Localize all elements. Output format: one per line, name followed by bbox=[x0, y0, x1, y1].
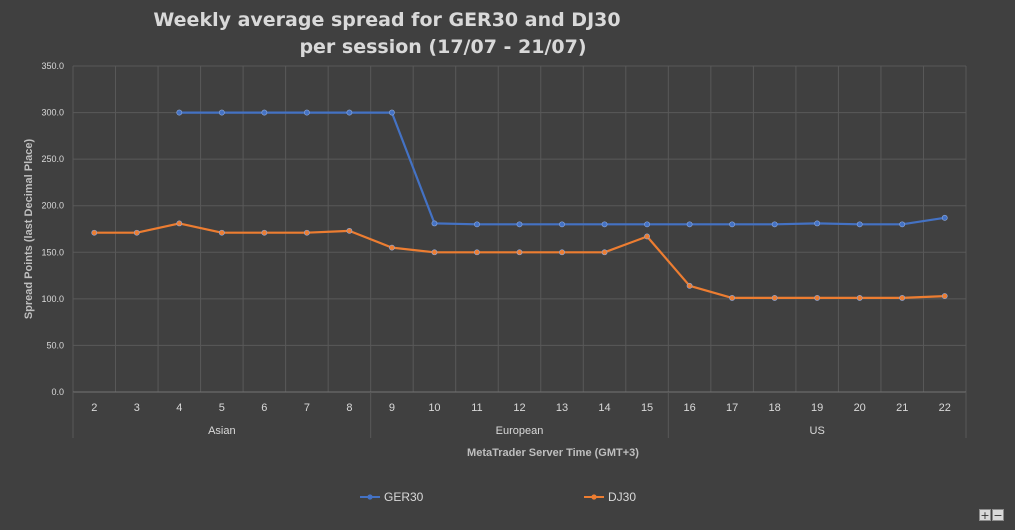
legend-label-dj30: DJ30 bbox=[608, 490, 636, 504]
data-point-dj30 bbox=[771, 295, 778, 301]
x-tick-label: 14 bbox=[598, 402, 610, 414]
data-point-ger30 bbox=[218, 109, 225, 116]
x-tick-label: 4 bbox=[176, 402, 182, 414]
data-point-dj30 bbox=[559, 249, 565, 256]
data-point-dj30 bbox=[261, 229, 268, 236]
data-point-ger30 bbox=[346, 109, 353, 116]
data-point-dj30 bbox=[644, 233, 650, 240]
x-tick-label: 17 bbox=[726, 402, 738, 414]
data-point-ger30 bbox=[601, 221, 608, 228]
zoom-in-button[interactable]: + bbox=[979, 509, 991, 522]
x-tick-label: 19 bbox=[811, 402, 823, 414]
y-axis-title: Spread Points (last Decimal Place) bbox=[23, 138, 35, 319]
zoom-controls: + − bbox=[979, 509, 1004, 521]
y-tick-label: 350.0 bbox=[41, 61, 64, 71]
legend-label-ger30: GER30 bbox=[384, 490, 424, 504]
data-point-ger30 bbox=[899, 221, 906, 228]
x-tick-label: 5 bbox=[219, 402, 225, 414]
x-tick-label: 16 bbox=[683, 402, 695, 414]
data-point-ger30 bbox=[261, 109, 268, 116]
x-tick-label: 13 bbox=[556, 402, 568, 414]
x-tick-label: 8 bbox=[346, 402, 352, 414]
chart-title-line: Weekly average spread for GER30 and DJ30 bbox=[153, 9, 620, 31]
data-point-ger30 bbox=[559, 221, 565, 228]
x-tick-label: 18 bbox=[769, 402, 781, 414]
data-point-dj30 bbox=[729, 295, 736, 301]
data-point-dj30 bbox=[516, 249, 523, 256]
session-label: European bbox=[496, 425, 544, 437]
data-point-dj30 bbox=[389, 244, 395, 251]
y-tick-label: 0.0 bbox=[51, 387, 64, 397]
x-axis-title: MetaTrader Server Time (GMT+3) bbox=[467, 447, 639, 459]
data-point-dj30 bbox=[814, 295, 821, 301]
x-tick-label: 20 bbox=[854, 402, 866, 414]
data-point-ger30 bbox=[856, 221, 863, 228]
data-point-dj30 bbox=[941, 293, 948, 299]
session-label: Asian bbox=[208, 425, 236, 437]
x-tick-label: 15 bbox=[641, 402, 653, 414]
data-point-dj30 bbox=[303, 229, 310, 236]
x-tick-label: 7 bbox=[304, 402, 310, 414]
data-point-ger30 bbox=[431, 220, 438, 227]
y-tick-label: 50.0 bbox=[46, 340, 64, 350]
y-tick-label: 100.0 bbox=[41, 294, 64, 304]
x-tick-label: 10 bbox=[428, 402, 440, 414]
y-tick-label: 300.0 bbox=[41, 108, 64, 118]
x-tick-label: 2 bbox=[91, 402, 97, 414]
data-point-ger30 bbox=[474, 221, 480, 228]
data-point-dj30 bbox=[91, 229, 98, 236]
series-line-ger30 bbox=[179, 111, 945, 226]
zoom-out-button[interactable]: − bbox=[992, 509, 1004, 522]
data-point-ger30 bbox=[516, 221, 523, 228]
x-tick-label: 22 bbox=[939, 402, 951, 414]
x-tick-label: 11 bbox=[471, 402, 482, 414]
data-point-dj30 bbox=[176, 220, 183, 227]
data-point-dj30 bbox=[686, 282, 693, 289]
data-point-ger30 bbox=[644, 221, 650, 228]
data-point-ger30 bbox=[771, 221, 778, 228]
data-point-ger30 bbox=[176, 109, 183, 116]
data-point-dj30 bbox=[218, 229, 225, 236]
data-point-dj30 bbox=[856, 295, 863, 301]
data-point-dj30 bbox=[601, 249, 608, 256]
data-point-ger30 bbox=[303, 109, 310, 116]
y-tick-label: 250.0 bbox=[41, 154, 64, 164]
y-tick-label: 200.0 bbox=[41, 201, 64, 211]
data-point-ger30 bbox=[389, 109, 395, 116]
session-label: US bbox=[810, 425, 825, 437]
data-point-dj30 bbox=[474, 249, 480, 256]
data-point-ger30 bbox=[686, 221, 693, 228]
x-tick-label: 9 bbox=[389, 402, 395, 414]
legend-marker-ger30 bbox=[367, 494, 373, 500]
legend-marker-dj30 bbox=[591, 494, 597, 500]
y-tick-label: 150.0 bbox=[41, 247, 64, 257]
data-point-dj30 bbox=[899, 295, 906, 301]
data-point-ger30 bbox=[941, 214, 948, 221]
data-point-ger30 bbox=[814, 220, 821, 227]
x-tick-label: 3 bbox=[134, 402, 140, 414]
x-tick-label: 21 bbox=[896, 402, 908, 414]
data-point-ger30 bbox=[729, 221, 736, 228]
x-tick-label: 12 bbox=[513, 402, 525, 414]
data-point-dj30 bbox=[133, 229, 140, 236]
data-point-dj30 bbox=[346, 227, 353, 234]
data-point-dj30 bbox=[431, 249, 438, 256]
x-tick-label: 6 bbox=[261, 402, 267, 414]
chart-title-line: per session (17/07 - 21/07) bbox=[299, 36, 586, 58]
